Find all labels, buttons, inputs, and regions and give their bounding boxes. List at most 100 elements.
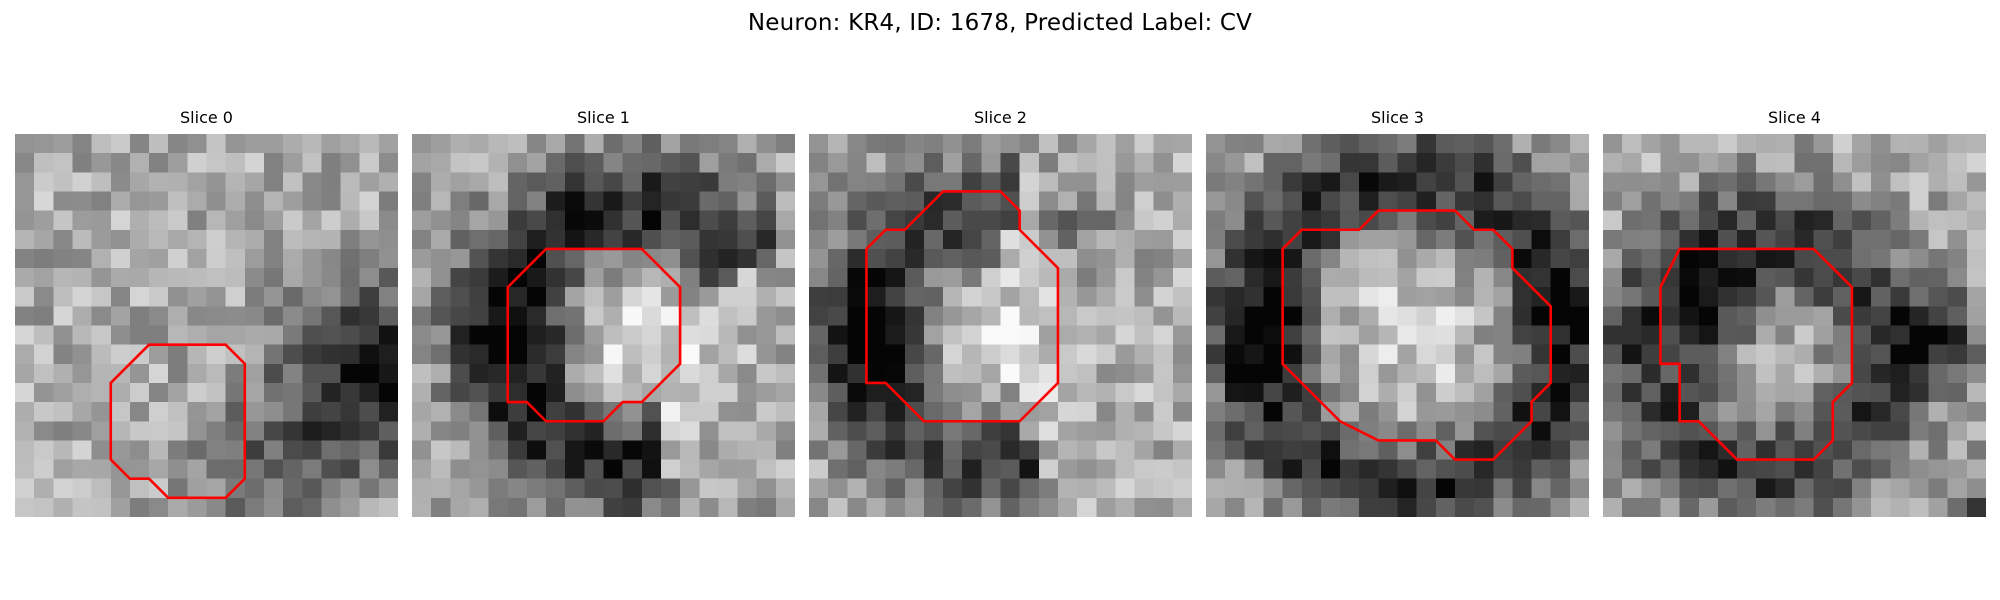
image-pixel [1947, 306, 1968, 326]
image-pixel [828, 344, 848, 365]
image-pixel [469, 134, 489, 154]
image-pixel [923, 306, 944, 326]
image-pixel [1512, 134, 1532, 154]
image-pixel [1737, 497, 1757, 517]
image-pixel [53, 306, 73, 326]
image-pixel [1890, 478, 1910, 499]
image-pixel [1569, 248, 1589, 269]
image-pixel [1813, 191, 1834, 211]
image-pixel [1378, 172, 1398, 192]
image-pixel [1320, 382, 1341, 403]
image-pixel [962, 344, 982, 365]
image-pixel [1947, 344, 1968, 365]
image-pixel [1775, 478, 1795, 499]
image-pixel [1206, 402, 1226, 422]
image-pixel [699, 287, 719, 307]
image-pixel [962, 402, 982, 422]
slice-pixels-2 [809, 134, 1192, 517]
image-pixel [469, 402, 489, 422]
image-pixel [1512, 153, 1532, 173]
image-pixel [1397, 325, 1418, 346]
image-pixel [962, 382, 982, 403]
image-pixel [1077, 172, 1097, 192]
image-pixel [91, 344, 112, 365]
image-pixel [1340, 421, 1360, 441]
image-pixel [1206, 421, 1226, 441]
image-pixel [809, 229, 829, 250]
image-pixel [565, 191, 585, 211]
image-pixel [1660, 306, 1680, 326]
image-pixel [1493, 497, 1513, 517]
image-pixel [15, 248, 35, 269]
image-pixel [866, 134, 886, 154]
image-pixel [584, 134, 604, 154]
image-pixel [1134, 191, 1155, 211]
image-pixel [1737, 421, 1757, 441]
image-pixel [943, 459, 963, 480]
image-pixel [699, 363, 719, 384]
image-pixel [187, 248, 207, 269]
image-pixel [699, 421, 719, 441]
image-pixel [340, 497, 361, 517]
image-pixel [469, 325, 489, 346]
image-pixel [526, 344, 547, 365]
image-pixel [1000, 402, 1021, 422]
image-pixel [1378, 248, 1398, 269]
image-pixel [225, 363, 246, 384]
image-pixel [1851, 382, 1872, 403]
image-pixel [1096, 287, 1116, 307]
image-pixel [244, 134, 265, 154]
image-pixel [699, 478, 719, 499]
image-pixel [1000, 229, 1021, 250]
image-pixel [1622, 306, 1642, 326]
image-pixel [1756, 306, 1776, 326]
image-pixel [72, 248, 92, 269]
image-pixel [1378, 344, 1398, 365]
image-pixel [1717, 210, 1738, 231]
image-pixel [981, 268, 1001, 288]
image-pixel [641, 191, 662, 211]
image-pixel [885, 459, 906, 480]
image-pixel [1378, 153, 1398, 173]
image-pixel [1263, 344, 1283, 365]
image-pixel [187, 325, 207, 346]
slice-panel-0: Slice 0 [15, 108, 398, 520]
image-pixel [431, 134, 451, 154]
image-pixel [283, 440, 303, 460]
image-pixel [1890, 497, 1910, 517]
image-pixel [1813, 268, 1834, 288]
image-pixel [641, 287, 662, 307]
image-pixel [129, 325, 150, 346]
image-pixel [1416, 363, 1437, 384]
image-pixel [507, 440, 528, 460]
image-pixel [943, 134, 963, 154]
image-pixel [1569, 363, 1589, 384]
image-pixel [1603, 459, 1623, 480]
image-pixel [168, 402, 188, 422]
image-pixel [737, 344, 758, 365]
image-pixel [943, 421, 963, 441]
image-pixel [1851, 210, 1872, 231]
image-pixel [149, 440, 169, 460]
image-pixel [1435, 153, 1456, 173]
image-pixel [1340, 268, 1360, 288]
image-pixel [904, 248, 925, 269]
image-pixel [1717, 229, 1738, 250]
image-pixel [34, 153, 54, 173]
image-pixel [1340, 402, 1360, 422]
image-pixel [469, 248, 489, 269]
image-pixel [660, 402, 681, 422]
image-pixel [603, 382, 624, 403]
image-pixel [1435, 459, 1456, 480]
image-pixel [1641, 402, 1661, 422]
image-pixel [1756, 248, 1776, 269]
image-pixel [1038, 459, 1059, 480]
image-pixel [923, 478, 944, 499]
image-pixel [1871, 134, 1891, 154]
image-pixel [1474, 210, 1494, 231]
image-pixel [1096, 363, 1116, 384]
slice-pixels-1 [412, 134, 795, 517]
image-pixel [187, 402, 207, 422]
image-pixel [1698, 325, 1719, 346]
image-pixel [378, 306, 398, 326]
